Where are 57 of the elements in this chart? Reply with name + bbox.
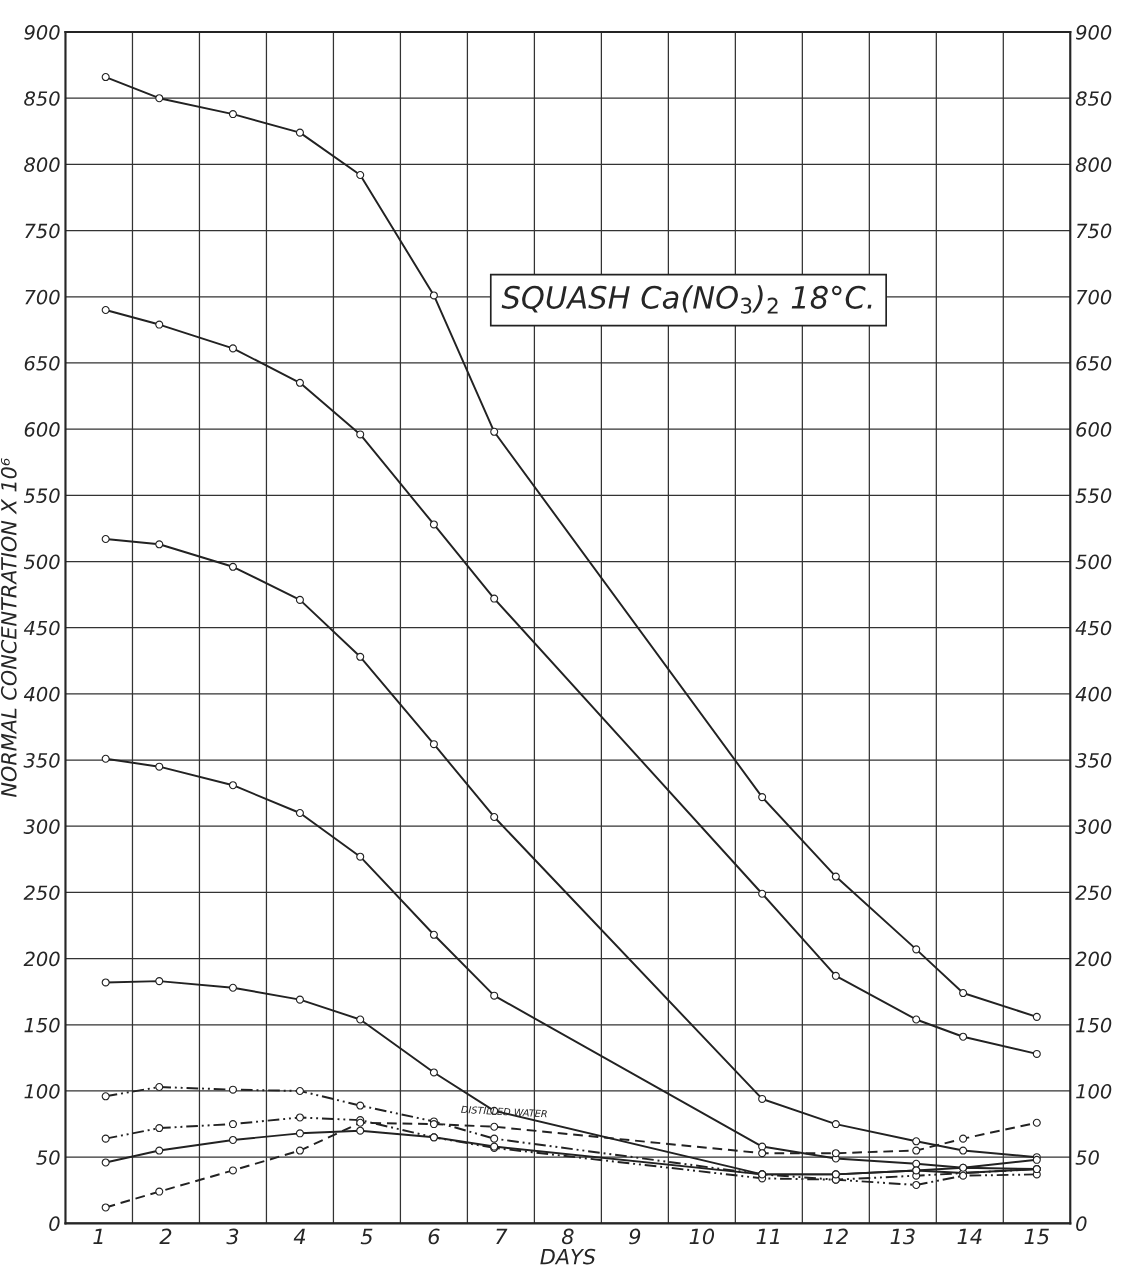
y-tick-label: 900	[24, 24, 60, 40]
text: SQUASH Ca(NO$_{3}$)$_{2}$ 18°C.	[501, 285, 872, 314]
y2-tick-label: 500	[1075, 554, 1112, 570]
y2-tick-label: 700	[1076, 289, 1112, 305]
y-tick-label: 200	[23, 951, 60, 967]
y-tick-label: 0	[49, 1216, 60, 1232]
y2-tick-label: 0	[1076, 1216, 1087, 1232]
y2-tick-label: 450	[1075, 620, 1112, 636]
y-tick-label: 250	[23, 885, 60, 901]
x-tick-label: 1	[93, 1228, 103, 1245]
y2-tick-label: 850	[1075, 91, 1112, 106]
x-tick-label: 3	[226, 1228, 239, 1245]
x-tick-label: 13	[890, 1228, 915, 1245]
x-tick-label: 2	[159, 1228, 172, 1245]
y-axis-title: NORMAL CONCENTRATION X 10⁶	[0, 458, 17, 798]
y-tick-label: 700	[25, 289, 60, 305]
y2-tick-label: 100	[1076, 1083, 1112, 1099]
y-tick-label: 300	[23, 819, 60, 834]
y-tick-label: 100	[24, 1083, 60, 1099]
y2-tick-label: 650	[1076, 355, 1112, 371]
series-label: DISTILLED WATER	[461, 1105, 547, 1118]
y2-tick-label: 600	[1076, 422, 1112, 437]
x-tick-label: 5	[360, 1228, 373, 1245]
y2-tick-label: 150	[1076, 1017, 1112, 1033]
y2-tick-label: 800	[1075, 157, 1112, 173]
y-tick-label: 800	[24, 157, 60, 173]
y-tick-label: 600	[24, 422, 60, 437]
x-tick-label: 12	[823, 1228, 848, 1245]
y2-tick-label: 250	[1075, 885, 1112, 901]
y2-tick-label: 50	[1075, 1150, 1099, 1165]
x-tick-label: 8	[561, 1228, 574, 1245]
y2-tick-label: 400	[1075, 686, 1112, 702]
y2-tick-label: 550	[1075, 488, 1112, 503]
y2-tick-label: 300	[1075, 819, 1112, 834]
y-tick-label: 750	[25, 223, 60, 239]
x-tick-label: 15	[1024, 1228, 1049, 1245]
x-tick-label: 6	[428, 1228, 440, 1245]
y-tick-label: 550	[23, 488, 60, 503]
y2-tick-label: 750	[1076, 223, 1112, 239]
y-tick-label: 650	[24, 355, 60, 371]
x-tick-label: 14	[957, 1228, 982, 1245]
x-axis-title: DAYS	[540, 1248, 596, 1265]
y-tick-label: 500	[23, 554, 60, 570]
y-tick-label: 50	[36, 1150, 60, 1165]
y-tick-label: 400	[23, 686, 60, 702]
y-tick-label: 350	[23, 753, 60, 768]
y-tick-label: 450	[23, 620, 60, 636]
x-tick-label: 4	[293, 1228, 306, 1245]
y-tick-label: 150	[24, 1017, 60, 1033]
x-tick-label: 7	[496, 1228, 508, 1245]
x-tick-label: 11	[756, 1228, 779, 1245]
y-tick-label: 850	[24, 91, 60, 106]
y2-tick-label: 200	[1075, 951, 1112, 967]
y2-tick-label: 900	[1076, 24, 1112, 40]
y2-tick-label: 350	[1075, 753, 1112, 768]
x-tick-label: 9	[629, 1228, 641, 1245]
x-tick-label: 10	[689, 1228, 715, 1245]
